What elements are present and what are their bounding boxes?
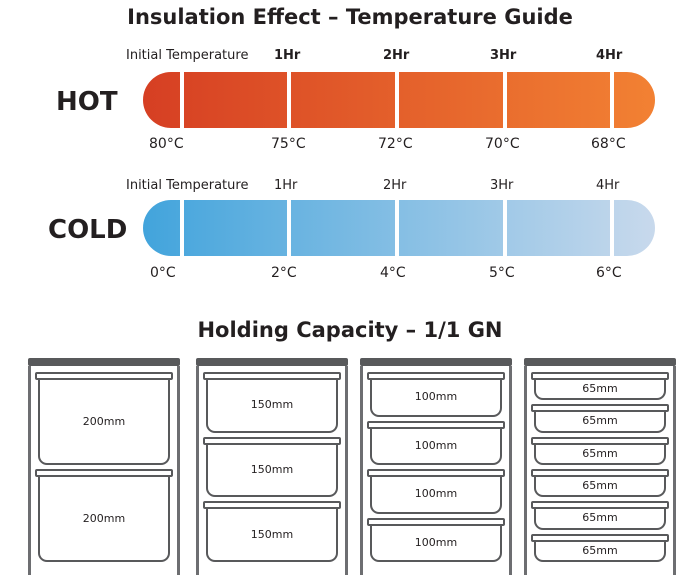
gastronorm-pan: 100mm bbox=[370, 477, 502, 514]
cabinet-top bbox=[360, 358, 512, 366]
cold-temp-4hr: 6°C bbox=[596, 265, 622, 281]
cabinet-wall-right bbox=[509, 366, 512, 575]
pan-rim bbox=[531, 436, 669, 445]
cold-header-3hr: 3Hr bbox=[490, 178, 514, 193]
hot-temp-4hr: 68°C bbox=[591, 136, 626, 152]
cold-temp-1hr: 2°C bbox=[271, 265, 297, 281]
pan-depth-label: 100mm bbox=[414, 438, 458, 452]
pan-rim bbox=[531, 469, 669, 477]
cabinet bbox=[360, 358, 512, 575]
hot-label: HOT bbox=[56, 87, 118, 117]
cabinet-wall-right bbox=[345, 366, 348, 575]
pan-rim bbox=[367, 469, 505, 477]
hot-temp-initial: 80°C bbox=[149, 136, 184, 152]
pan-rim bbox=[203, 501, 341, 510]
pan-rim bbox=[531, 533, 669, 542]
gastronorm-pan: 150mm bbox=[206, 380, 338, 433]
cabinet-wall-right bbox=[673, 366, 676, 575]
cold-header-1hr: 1Hr bbox=[274, 178, 298, 193]
hot-temperature-bar bbox=[143, 72, 655, 128]
pan-rim bbox=[203, 436, 341, 445]
hot-header-2hr: 2Hr bbox=[383, 48, 410, 63]
cabinet-wall-left bbox=[524, 366, 527, 575]
pan-depth-label: 100mm bbox=[414, 535, 458, 549]
cabinet-wall-left bbox=[28, 366, 31, 575]
pan-depth-label: 200mm bbox=[82, 414, 126, 428]
hot-temp-3hr: 70°C bbox=[485, 136, 520, 152]
hot-bar-divider bbox=[287, 72, 291, 128]
pan-depth-label: 150mm bbox=[250, 398, 294, 412]
gastronorm-pan: 200mm bbox=[38, 477, 170, 562]
pan-depth-label: 65mm bbox=[582, 382, 618, 396]
cabinet bbox=[196, 358, 348, 575]
cabinet-top bbox=[196, 358, 348, 366]
gastronorm-pan: 65mm bbox=[534, 477, 666, 498]
hot-header-4hr: 4Hr bbox=[596, 48, 623, 63]
pan-rim bbox=[531, 404, 669, 413]
pan-depth-label: 150mm bbox=[250, 527, 294, 541]
capacity-title: Holding Capacity – 1/1 GN bbox=[197, 318, 503, 342]
cold-bar-divider bbox=[180, 200, 184, 256]
gastronorm-pan: 65mm bbox=[534, 509, 666, 530]
gastronorm-pan: 100mm bbox=[370, 380, 502, 417]
page-title: Insulation Effect – Temperature Guide bbox=[127, 5, 573, 29]
pan-depth-label: 65mm bbox=[582, 543, 618, 557]
pan-rim bbox=[35, 469, 173, 477]
hot-header-3hr: 3Hr bbox=[490, 48, 517, 63]
gastronorm-pan: 65mm bbox=[534, 444, 666, 465]
pan-rim bbox=[203, 372, 341, 380]
pan-rim bbox=[531, 501, 669, 510]
cabinet-wall-left bbox=[360, 366, 363, 575]
pan-depth-label: 150mm bbox=[250, 462, 294, 476]
cabinet-top bbox=[524, 358, 676, 366]
hot-temp-1hr: 75°C bbox=[271, 136, 306, 152]
cold-temp-2hr: 4°C bbox=[380, 265, 406, 281]
pan-rim bbox=[531, 372, 669, 380]
pan-depth-label: 100mm bbox=[414, 390, 458, 404]
gastronorm-pan: 100mm bbox=[370, 428, 502, 465]
cold-label: COLD bbox=[48, 215, 128, 245]
cold-bar-divider bbox=[610, 200, 614, 256]
cabinet-wall-right bbox=[177, 366, 180, 575]
cold-temp-3hr: 5°C bbox=[489, 265, 515, 281]
gastronorm-pan: 65mm bbox=[534, 541, 666, 562]
pan-depth-label: 65mm bbox=[582, 479, 618, 493]
hot-header-1hr: 1Hr bbox=[274, 48, 301, 63]
cold-temperature-bar bbox=[143, 200, 655, 256]
cabinet-top bbox=[28, 358, 180, 366]
cabinet bbox=[524, 358, 676, 575]
cold-bar-divider bbox=[287, 200, 291, 256]
cold-temp-initial: 0°C bbox=[150, 265, 176, 281]
pan-depth-label: 100mm bbox=[414, 487, 458, 501]
pan-rim bbox=[367, 372, 505, 380]
pan-depth-label: 65mm bbox=[582, 511, 618, 525]
cabinet-wall-left bbox=[196, 366, 199, 575]
pan-rim bbox=[35, 372, 173, 380]
gastronorm-pan: 200mm bbox=[38, 380, 170, 465]
hot-bar-divider bbox=[610, 72, 614, 128]
gastronorm-pan: 100mm bbox=[370, 525, 502, 562]
cold-bar-divider bbox=[503, 200, 507, 256]
hot-bar-divider bbox=[180, 72, 184, 128]
gastronorm-pan: 65mm bbox=[534, 380, 666, 401]
cold-header-2hr: 2Hr bbox=[383, 178, 407, 193]
hot-bar-divider bbox=[503, 72, 507, 128]
cold-header-4hr: 4Hr bbox=[596, 178, 620, 193]
gastronorm-pan: 150mm bbox=[206, 444, 338, 498]
hot-header-initial: Initial Temperature bbox=[126, 48, 249, 63]
pan-rim bbox=[367, 517, 505, 526]
pan-depth-label: 200mm bbox=[82, 511, 126, 525]
pan-depth-label: 65mm bbox=[582, 446, 618, 460]
pan-rim bbox=[367, 420, 505, 429]
hot-bar-divider bbox=[395, 72, 399, 128]
gastronorm-pan: 150mm bbox=[206, 509, 338, 562]
cold-bar-divider bbox=[395, 200, 399, 256]
gastronorm-pan: 65mm bbox=[534, 412, 666, 433]
pan-depth-label: 65mm bbox=[582, 414, 618, 428]
cabinet bbox=[28, 358, 180, 575]
hot-temp-2hr: 72°C bbox=[378, 136, 413, 152]
cold-header-initial: Initial Temperature bbox=[126, 178, 249, 193]
